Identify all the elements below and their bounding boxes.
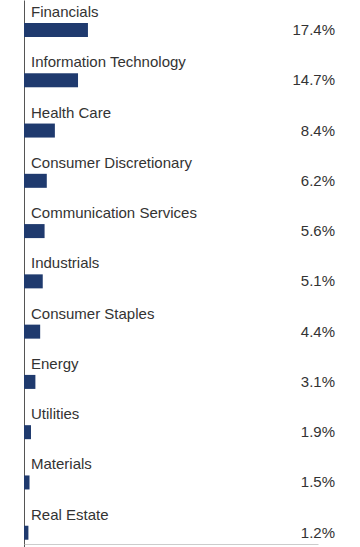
data-label: 6.2% xyxy=(301,172,335,189)
data-label: 17.4% xyxy=(292,21,335,38)
axis-line xyxy=(25,544,319,545)
category-label: Communication Services xyxy=(31,204,197,221)
category-label: Consumer Discretionary xyxy=(31,154,192,171)
bar xyxy=(24,174,47,188)
bar xyxy=(24,23,88,37)
bar xyxy=(24,526,28,540)
category-label: Materials xyxy=(31,455,92,472)
data-label: 1.5% xyxy=(301,473,335,490)
bar xyxy=(24,375,35,389)
data-label: 5.6% xyxy=(301,222,335,239)
category-label: Energy xyxy=(31,355,79,372)
bar xyxy=(24,425,31,439)
category-label: Consumer Staples xyxy=(31,305,154,322)
category-label: Information Technology xyxy=(31,53,186,70)
category-label: Health Care xyxy=(31,104,111,121)
data-label: 1.9% xyxy=(301,423,335,440)
bar xyxy=(24,73,78,87)
data-labels: 17.4% 14.7% 8.4% 6.2% 5.6% 5.1% 4.4% 3.1% 1.9% 1.… xyxy=(292,21,335,541)
bar xyxy=(24,274,43,288)
data-label: 3.1% xyxy=(301,373,335,390)
chart: Financials Information Technology Health C… xyxy=(0,0,360,547)
data-label: 5.1% xyxy=(301,272,335,289)
value-axis xyxy=(25,544,319,545)
data-label: 1.2% xyxy=(301,524,335,541)
data-label: 14.7% xyxy=(292,71,335,88)
bar xyxy=(24,475,30,489)
bar xyxy=(24,325,40,339)
category-label: Real Estate xyxy=(31,506,109,523)
category-label: Industrials xyxy=(31,254,99,271)
data-label: 8.4% xyxy=(301,122,335,139)
bar xyxy=(24,224,45,238)
category-label: Utilities xyxy=(31,405,79,422)
bar xyxy=(24,124,55,138)
category-label: Financials xyxy=(31,3,99,20)
data-label: 4.4% xyxy=(301,323,335,340)
bars xyxy=(24,23,88,540)
